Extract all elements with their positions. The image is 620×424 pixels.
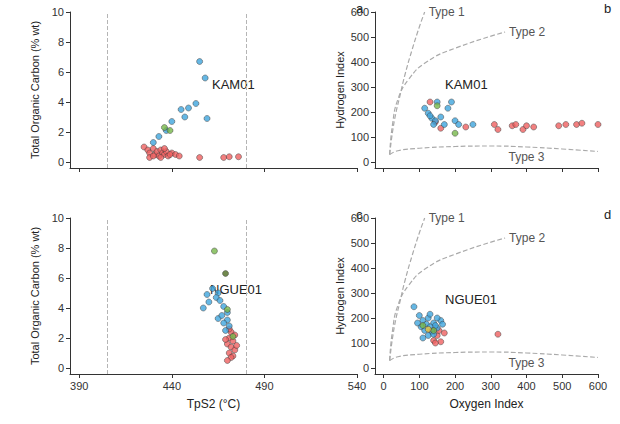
svg-text:d: d: [604, 207, 611, 222]
svg-text:6: 6: [58, 272, 64, 284]
svg-text:0: 0: [58, 362, 64, 374]
svg-text:500: 500: [553, 380, 571, 392]
svg-text:NGUE01: NGUE01: [445, 292, 497, 307]
svg-text:Type 2: Type 2: [509, 25, 545, 39]
svg-text:Type 1: Type 1: [429, 211, 465, 225]
svg-text:390: 390: [70, 380, 88, 392]
svg-text:4: 4: [58, 96, 64, 108]
svg-text:300: 300: [482, 380, 500, 392]
svg-text:540: 540: [348, 380, 366, 392]
svg-text:600: 600: [351, 6, 369, 18]
svg-text:Total Organic Carbon (% wt): Total Organic Carbon (% wt): [29, 21, 41, 159]
svg-text:Type 1: Type 1: [429, 5, 465, 19]
svg-text:2: 2: [58, 126, 64, 138]
svg-text:KAM01: KAM01: [212, 77, 255, 92]
svg-text:0: 0: [381, 380, 387, 392]
svg-text:4: 4: [58, 302, 64, 314]
svg-text:KAM01: KAM01: [445, 77, 488, 92]
svg-text:Hydrogen Index: Hydrogen Index: [334, 257, 346, 335]
svg-text:300: 300: [351, 287, 369, 299]
svg-text:400: 400: [351, 262, 369, 274]
svg-text:200: 200: [351, 106, 369, 118]
svg-text:100: 100: [410, 380, 428, 392]
svg-text:b: b: [604, 1, 611, 16]
svg-text:2: 2: [58, 332, 64, 344]
svg-text:10: 10: [52, 6, 64, 18]
svg-text:Type 3: Type 3: [509, 356, 545, 370]
svg-text:200: 200: [351, 312, 369, 324]
svg-text:6: 6: [58, 66, 64, 78]
svg-text:10: 10: [52, 212, 64, 224]
svg-text:600: 600: [589, 380, 607, 392]
svg-text:400: 400: [351, 56, 369, 68]
svg-text:Oxygen Index: Oxygen Index: [449, 397, 523, 411]
svg-text:100: 100: [351, 131, 369, 143]
svg-text:8: 8: [58, 242, 64, 254]
svg-text:300: 300: [351, 81, 369, 93]
svg-text:440: 440: [163, 380, 181, 392]
svg-text:100: 100: [351, 337, 369, 349]
svg-text:TpS2 (°C): TpS2 (°C): [187, 397, 240, 411]
svg-text:0: 0: [58, 156, 64, 168]
svg-text:500: 500: [351, 31, 369, 43]
svg-text:Total Organic Carbon (% wt): Total Organic Carbon (% wt): [29, 227, 41, 365]
svg-text:0: 0: [363, 362, 369, 374]
svg-text:400: 400: [517, 380, 535, 392]
svg-text:500: 500: [351, 237, 369, 249]
svg-text:0: 0: [363, 156, 369, 168]
svg-text:200: 200: [446, 380, 464, 392]
svg-text:490: 490: [255, 380, 273, 392]
svg-text:Hydrogen Index: Hydrogen Index: [334, 51, 346, 129]
svg-text:600: 600: [351, 212, 369, 224]
svg-text:8: 8: [58, 36, 64, 48]
svg-text:Type 2: Type 2: [509, 231, 545, 245]
svg-text:Type 3: Type 3: [509, 150, 545, 164]
svg-text:NGUE01: NGUE01: [210, 282, 262, 297]
